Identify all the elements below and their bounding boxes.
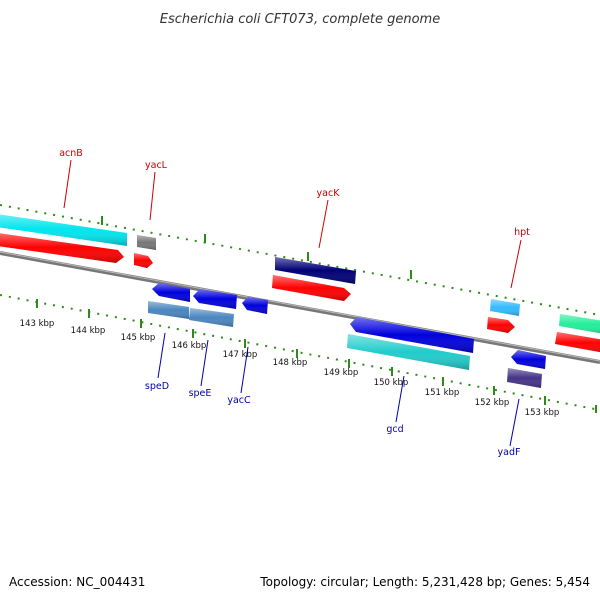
tick-label: 148 kbp (273, 358, 308, 368)
gene-label-speE[interactable]: speE (189, 388, 212, 399)
leader-line (318, 199, 329, 249)
gene-label-yacK[interactable]: yacK (317, 188, 341, 199)
tick-label: 151 kbp (425, 388, 460, 398)
top-label-leaders (63, 159, 522, 289)
gene-shading (193, 289, 237, 309)
upper-position-rail (0, 204, 600, 316)
gene-label-yadF[interactable]: yadF (498, 447, 521, 458)
gene-shading (272, 275, 351, 301)
tick-label: 153 kbp (525, 408, 560, 418)
gene-shading (134, 253, 153, 268)
gene-label-yacL[interactable]: yacL (145, 160, 168, 171)
gene-shading (511, 350, 546, 369)
gene-shading (0, 214, 127, 246)
leader-line (509, 398, 520, 447)
gene-label-gcd[interactable]: gcd (386, 424, 403, 435)
tick-label: 147 kbp (223, 350, 258, 360)
tick-label: 144 kbp (71, 326, 106, 336)
gene-shading (559, 314, 600, 334)
gene-shading (347, 334, 470, 370)
gene-shading (490, 299, 520, 316)
genome-backbone (0, 251, 600, 364)
tick-label: 152 kbp (475, 398, 510, 408)
leader-line (395, 375, 405, 423)
tick-label: 149 kbp (324, 368, 359, 378)
gene-shading (507, 368, 542, 388)
tick-label: 143 kbp (20, 319, 55, 329)
leader-line (157, 332, 166, 379)
map-title: Escherichia coli CFT073, complete genome (160, 12, 440, 27)
gene-shading (189, 308, 234, 327)
major-ticks (36, 216, 597, 413)
leader-line (200, 339, 209, 387)
tick-label: 145 kbp (121, 333, 156, 343)
gene-shading (350, 317, 474, 353)
gene-label-yacC[interactable]: yacC (227, 395, 251, 406)
genome-backbone-highlight (0, 251, 600, 362)
topology-label: Topology: circular; Length: 5,231,428 bp… (259, 575, 590, 589)
accession-label: Accession: NC_004431 (9, 575, 145, 589)
gene-shading (148, 301, 189, 319)
gene-shading (0, 233, 124, 263)
gene-label-speD[interactable]: speD (145, 381, 169, 392)
gene-shading (137, 235, 156, 250)
gene-shading (275, 257, 356, 284)
gene-label-hpt[interactable]: hpt (514, 227, 530, 238)
tick-label: 150 kbp (374, 378, 409, 388)
bottom-label-leaders (157, 332, 520, 447)
gene-label-acnB[interactable]: acnB (59, 148, 83, 159)
gene-shading (487, 317, 515, 333)
leader-line (63, 159, 72, 209)
leader-line (510, 239, 522, 289)
gene-shading (152, 283, 190, 302)
leader-line (240, 346, 249, 394)
gene-shading (555, 332, 600, 353)
gene-shading (242, 297, 268, 314)
tick-label: 146 kbp (172, 341, 207, 351)
leader-line (149, 171, 156, 221)
